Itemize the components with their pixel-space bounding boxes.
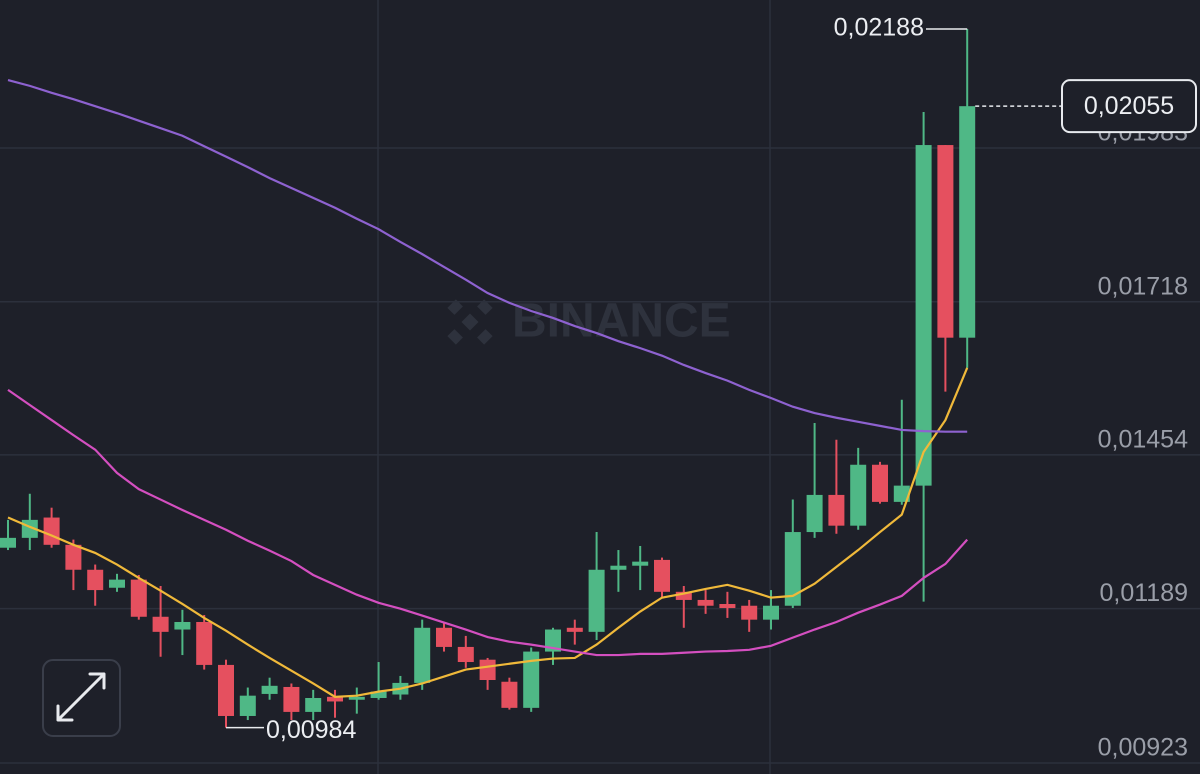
candle-body [501,681,518,708]
candle-body [479,659,496,681]
y-tick-label: 0,01454 [1098,425,1188,453]
y-tick-label: 0,01189 [1099,579,1188,607]
candle-body [784,532,801,606]
candle-body [654,559,670,592]
candle-body [675,591,692,600]
candle-body [457,646,474,663]
last-price-box [1061,79,1197,134]
candle-body [893,485,910,502]
candle-body [283,686,300,712]
candle-body [109,579,125,588]
candle-body [130,579,147,617]
candle-body [370,691,387,698]
candle-body [0,537,16,548]
candle-body [806,494,823,533]
candle-body [545,629,561,652]
expand-button[interactable] [42,659,121,737]
candle-body [850,464,867,526]
min-marker-label: 0,00984 [266,716,356,744]
candle-body [305,697,322,712]
candle-body [959,106,976,338]
candle-body [65,544,82,570]
candle-body [872,464,888,502]
candle-body [261,685,278,694]
candle-body [588,569,605,632]
candle-body [566,627,583,632]
candle-body [196,621,213,665]
candle-body [174,621,191,630]
candle-body [697,599,714,606]
candle-body [763,605,779,620]
candle-body [348,696,365,700]
candle-body [828,494,845,526]
last-price-label: 0,02055 [1084,92,1174,120]
candle-body [239,695,256,716]
candle-body [43,517,60,545]
candle-body [741,605,758,620]
y-tick-label: 0,01718 [1098,272,1188,300]
candle-body [610,565,627,570]
candle-body [218,664,234,716]
candle-body [523,651,540,708]
candle-body [632,561,649,566]
watermark: BINANCE [447,295,731,348]
watermark-text: BINANCE [512,295,731,348]
candle-body [719,603,736,609]
candle-body [937,145,954,338]
candle-body [414,627,431,683]
y-tick-label: 0,00923 [1098,734,1188,762]
candle-body [915,145,932,486]
candle-body [436,627,452,647]
moving-average-line [7,367,969,698]
candle-body [152,616,169,632]
moving-average-line [7,79,968,433]
moving-average-line [7,388,969,657]
candle-body [327,696,343,702]
max-marker-label: 0,02188 [834,14,924,42]
candle-body [87,569,104,591]
